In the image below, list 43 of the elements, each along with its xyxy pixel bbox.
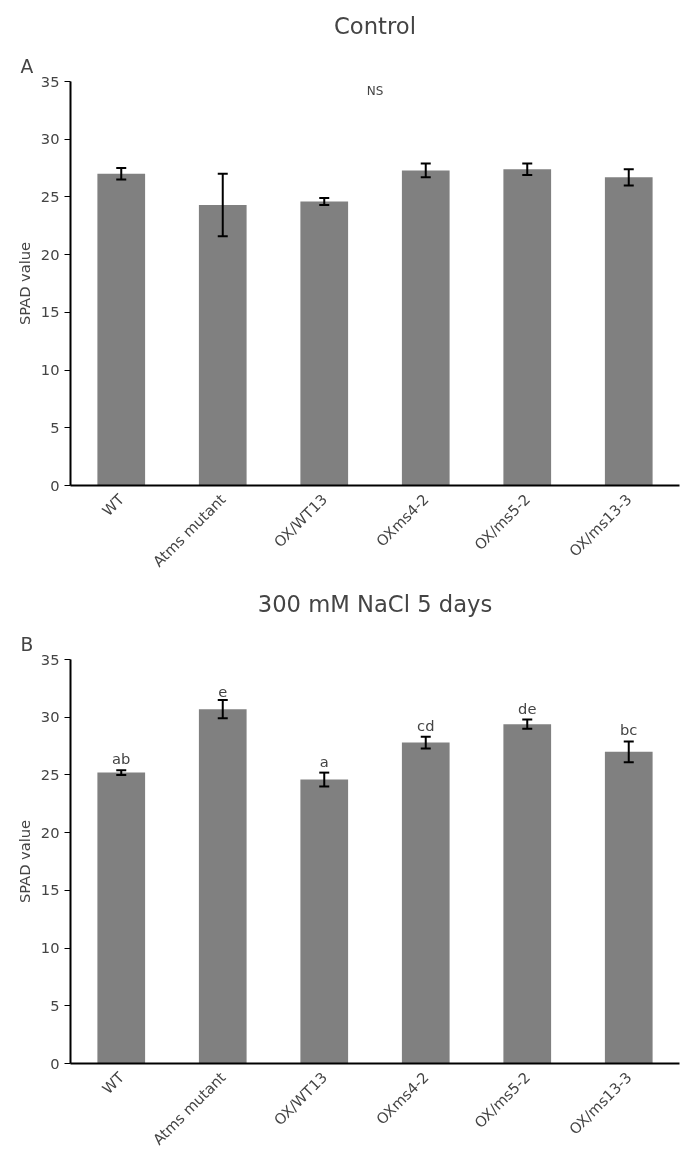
y-tick-label: 10 <box>40 939 60 957</box>
chart-title: Control <box>334 12 416 39</box>
y-tick-label: 25 <box>40 765 60 783</box>
bar <box>300 779 349 1064</box>
annotation: cd <box>417 716 435 734</box>
annotation: e <box>218 682 228 700</box>
bar <box>604 751 653 1064</box>
bar <box>503 169 552 486</box>
y-tick-label: 25 <box>40 187 60 205</box>
y-tick-label: 0 <box>50 476 60 494</box>
y-tick-label: 15 <box>40 881 60 899</box>
y-tick-label: 20 <box>40 823 60 841</box>
annotation: a <box>319 752 329 770</box>
chart-title: 300 mM NaCl 5 days <box>257 590 493 617</box>
bar <box>401 170 450 486</box>
bar <box>198 709 247 1064</box>
y-tick-label: 5 <box>50 996 60 1014</box>
x-tick-label: WT <box>98 490 128 520</box>
y-tick-label: 35 <box>40 72 60 90</box>
bar <box>604 177 653 486</box>
y-tick-label: 0 <box>50 1054 60 1072</box>
y-tick-label: 10 <box>40 361 60 379</box>
bar <box>198 205 247 486</box>
y-tick-label: 20 <box>40 245 60 263</box>
y-tick-label: 30 <box>40 130 60 148</box>
y-tick-label: 35 <box>40 650 60 668</box>
annotation: de <box>518 699 537 717</box>
bar <box>503 724 552 1064</box>
bar <box>300 201 349 486</box>
annotation: ab <box>112 750 131 768</box>
x-tick-label: WT <box>98 1068 128 1098</box>
text: B <box>20 633 34 655</box>
y-tick-label: 30 <box>40 708 60 726</box>
y-tick-label: 5 <box>50 418 60 436</box>
bar <box>97 772 146 1064</box>
text: A <box>20 55 34 77</box>
y-axis-title: SPAD value <box>15 241 33 326</box>
annotation: bc <box>620 721 638 739</box>
annotation: NS <box>366 83 384 98</box>
bar <box>97 173 146 486</box>
bar <box>401 742 450 1064</box>
y-axis-title: SPAD value <box>15 819 33 904</box>
y-tick-label: 15 <box>40 303 60 321</box>
